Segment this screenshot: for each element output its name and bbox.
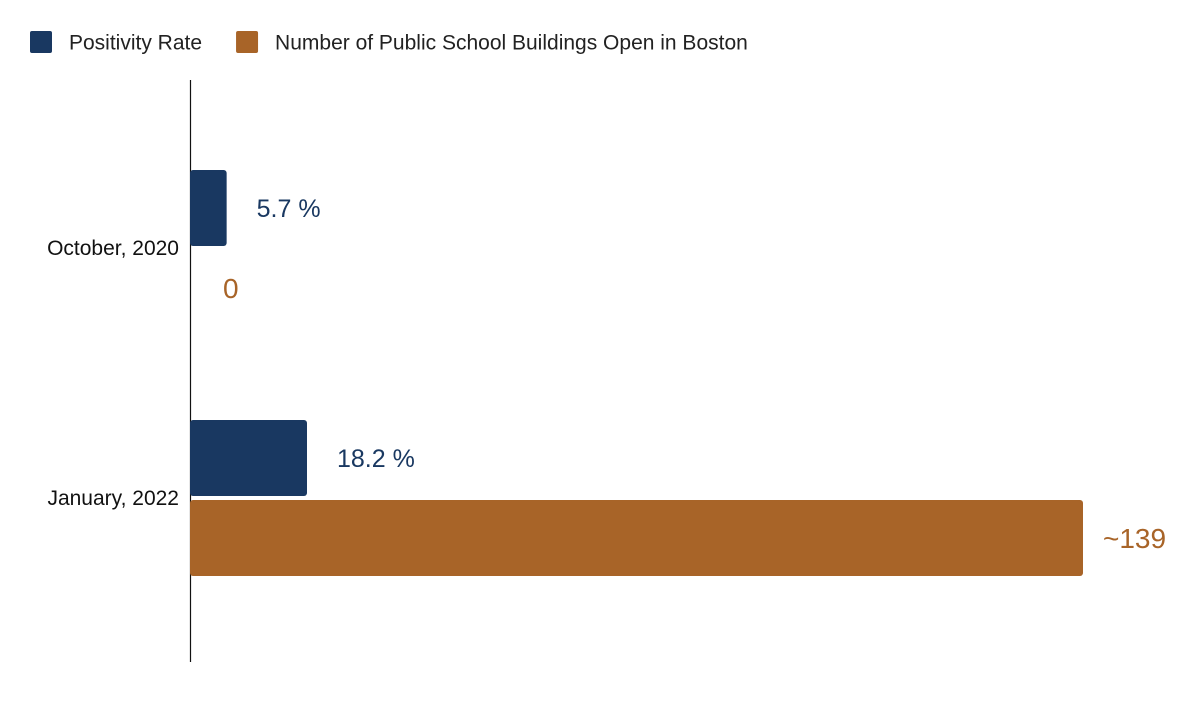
legend: Positivity Rate Number of Public School B… [30,31,748,55]
data-labels: 5.7 % 0 18.2 % ~139 [223,195,1166,554]
category-label-october-2020: October, 2020 [47,237,179,260]
legend-label-1: Positivity Rate [69,32,202,55]
bar-series1-october-2020 [190,170,227,246]
legend-swatch-2 [236,31,259,53]
bar-series1-january-2022 [190,420,307,496]
bars [190,170,1083,576]
legend-swatch-1 [30,31,52,53]
data-label-series1-october-2020: 5.7 % [257,195,321,223]
bar-series2-january-2022 [190,500,1083,576]
category-labels: October, 2020 January, 2022 [47,237,179,510]
legend-label-2: Number of Public School Buildings Open i… [275,32,748,55]
data-label-series2-january-2022: ~139 [1103,523,1166,554]
category-label-january-2022: January, 2022 [47,487,179,510]
data-label-series1-january-2022: 18.2 % [337,445,415,473]
data-label-series2-october-2020: 0 [223,273,239,304]
